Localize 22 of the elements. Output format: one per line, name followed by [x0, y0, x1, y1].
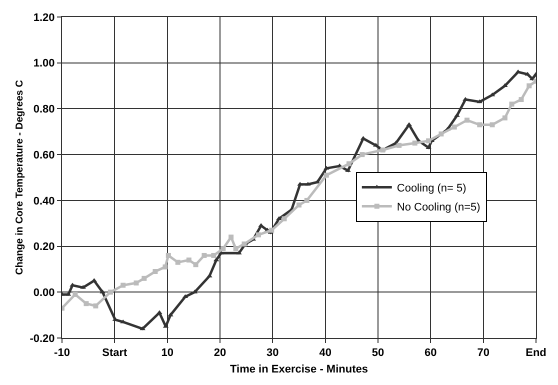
- x-tick-label: 20: [214, 347, 226, 360]
- x-tick-label: 60: [424, 347, 437, 360]
- x-tick-label: Start: [102, 347, 128, 360]
- y-tick-label: 0.20: [33, 241, 55, 254]
- x-tick-label: 40: [319, 347, 332, 360]
- x-tick-label: 70: [477, 347, 490, 360]
- x-tick-label: 50: [372, 347, 384, 360]
- y-tick-label: 1.20: [33, 12, 55, 24]
- y-tick-label: 0.40: [33, 195, 55, 208]
- x-tick-label: End: [526, 347, 546, 360]
- y-tick-label: -0.20: [30, 332, 55, 345]
- legend-label: No Cooling (n=5): [396, 202, 480, 214]
- y-axis-title: Change in Core Temperature - Degrees C: [14, 80, 26, 275]
- y-tick-label: 0.60: [33, 149, 55, 162]
- y-tick-label: 0.00: [33, 286, 55, 299]
- x-tick-label: -10: [54, 347, 70, 360]
- x-tick-label: 10: [161, 347, 174, 360]
- x-tick-label: 30: [266, 347, 279, 360]
- y-tick-label: 1.00: [33, 58, 55, 70]
- legend-label: Cooling (n= 5): [396, 182, 466, 195]
- x-axis-title: Time in Exercise - Minutes: [230, 363, 368, 376]
- y-tick-label: 0.80: [33, 104, 55, 116]
